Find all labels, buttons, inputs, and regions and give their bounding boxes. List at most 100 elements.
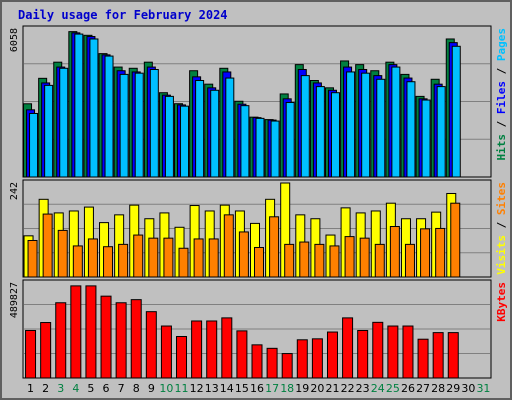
- bar-pages-day-20: [315, 86, 325, 178]
- max-label-kbytes: 489827: [9, 282, 20, 318]
- day-label-4: 4: [72, 382, 79, 395]
- day-label-13: 13: [205, 382, 219, 395]
- bar-pages-day-22: [346, 71, 356, 178]
- bar-sites-day-22: [344, 236, 355, 278]
- bar-kbytes-day-11: [176, 335, 188, 379]
- bar-pages-day-6: [104, 55, 114, 178]
- bar-sites-day-26: [404, 243, 415, 278]
- side-label-part: Files: [495, 81, 508, 114]
- day-label-3: 3: [57, 382, 64, 395]
- bar-pages-day-3: [59, 67, 69, 178]
- bar-pages-day-26: [406, 81, 416, 178]
- day-label-15: 15: [235, 382, 249, 395]
- bar-pages-day-14: [225, 77, 235, 178]
- bar-sites-day-13: [208, 238, 219, 278]
- side-label-part: KBytes: [495, 282, 508, 322]
- day-label-6: 6: [103, 382, 110, 395]
- bar-pages-day-13: [210, 89, 220, 178]
- bar-pages-day-4: [74, 33, 84, 178]
- bar-pages-day-23: [361, 72, 371, 178]
- bar-kbytes-day-25: [387, 325, 399, 379]
- bar-kbytes-day-29: [447, 332, 459, 379]
- bar-sites-day-4: [72, 245, 83, 278]
- side-label-part: /: [495, 114, 508, 134]
- bar-sites-day-18: [284, 243, 295, 278]
- bar-kbytes-day-13: [206, 320, 218, 379]
- day-label-26: 26: [401, 382, 415, 395]
- bar-kbytes-day-26: [402, 325, 414, 379]
- day-label-31: 31: [476, 382, 490, 395]
- day-label-19: 19: [295, 382, 309, 395]
- day-label-5: 5: [87, 382, 94, 395]
- side-label-part: Hits: [495, 134, 508, 161]
- day-label-10: 10: [159, 382, 173, 395]
- day-label-28: 28: [431, 382, 445, 395]
- bar-kbytes-day-23: [357, 329, 369, 379]
- bar-kbytes-day-18: [281, 353, 293, 379]
- bar-kbytes-day-17: [266, 347, 278, 379]
- bar-pages-day-25: [391, 66, 401, 178]
- bar-sites-day-12: [193, 238, 204, 278]
- day-label-12: 12: [190, 382, 204, 395]
- bar-kbytes-day-5: [85, 285, 97, 379]
- bar-kbytes-day-3: [55, 302, 67, 379]
- bar-kbytes-day-1: [25, 329, 37, 379]
- bar-sites-day-5: [87, 238, 98, 278]
- bar-sites-day-7: [118, 243, 129, 278]
- bar-kbytes-day-20: [311, 338, 323, 379]
- day-label-23: 23: [356, 382, 370, 395]
- side-label-part: /: [495, 215, 508, 235]
- bar-kbytes-day-7: [115, 302, 127, 379]
- max-label-visits-sites: 242: [9, 182, 20, 200]
- bar-sites-day-9: [148, 237, 159, 278]
- side-label-kbytes: KBytes: [495, 282, 508, 322]
- day-label-25: 25: [386, 382, 400, 395]
- day-label-2: 2: [42, 382, 49, 395]
- bar-sites-day-14: [223, 214, 234, 278]
- bar-sites-day-27: [420, 228, 431, 278]
- bar-pages-day-24: [376, 78, 386, 178]
- bar-sites-day-8: [133, 234, 144, 278]
- bar-sites-day-16: [254, 246, 264, 278]
- side-label-part: /: [495, 61, 508, 81]
- day-label-8: 8: [133, 382, 140, 395]
- day-label-21: 21: [325, 382, 339, 395]
- bar-sites-day-19: [299, 241, 310, 278]
- bar-pages-day-7: [119, 73, 129, 178]
- bar-sites-day-21: [329, 245, 340, 278]
- bar-pages-day-10: [164, 95, 174, 178]
- bar-pages-day-19: [300, 75, 310, 178]
- bar-sites-day-2: [42, 213, 53, 278]
- bar-kbytes-day-9: [145, 311, 157, 379]
- bar-sites-day-28: [435, 227, 446, 278]
- bar-sites-day-24: [374, 243, 385, 278]
- day-label-16: 16: [250, 382, 264, 395]
- bar-kbytes-day-14: [221, 317, 233, 379]
- day-label-7: 7: [118, 382, 125, 395]
- bar-pages-day-18: [285, 101, 295, 178]
- bar-sites-day-1: [27, 239, 38, 278]
- chart-title: Daily usage for February 2024: [18, 8, 228, 22]
- day-label-18: 18: [280, 382, 294, 395]
- bar-sites-day-10: [163, 237, 174, 278]
- bar-sites-day-6: [103, 246, 114, 278]
- bar-sites-day-20: [314, 243, 325, 278]
- bar-sites-day-3: [57, 229, 68, 278]
- day-label-22: 22: [341, 382, 355, 395]
- day-label-29: 29: [446, 382, 460, 395]
- bar-pages-day-5: [89, 38, 99, 178]
- bar-kbytes-day-6: [100, 295, 112, 379]
- bar-pages-day-28: [436, 86, 446, 178]
- day-label-24: 24: [371, 382, 385, 395]
- bar-kbytes-day-19: [296, 339, 308, 379]
- bar-pages-day-16: [255, 117, 265, 178]
- day-label-14: 14: [220, 382, 234, 395]
- bar-kbytes-day-22: [342, 317, 354, 379]
- bar-sites-day-23: [359, 237, 370, 278]
- bar-kbytes-day-21: [326, 331, 338, 379]
- bar-kbytes-day-16: [251, 344, 263, 379]
- side-label-part: Sites: [495, 182, 508, 215]
- day-label-30: 30: [461, 382, 475, 395]
- bar-kbytes-day-15: [236, 330, 248, 379]
